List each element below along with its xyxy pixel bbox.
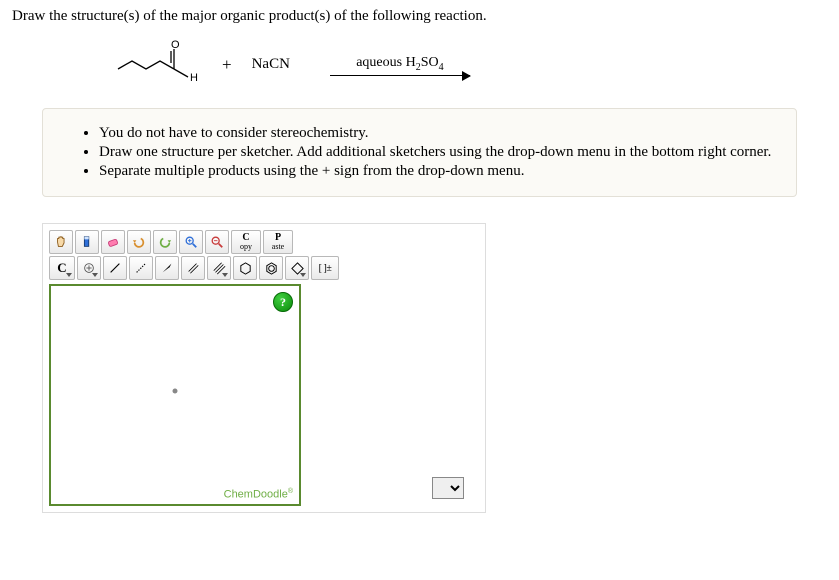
charge-button[interactable]: [ ]± [311,256,339,280]
question-text: Draw the structure(s) of the major organ… [12,8,827,25]
redo-icon[interactable] [153,230,177,254]
add-sketcher-dropdown[interactable] [432,477,464,499]
reagent-nacn: NaCN [252,56,290,73]
zoom-in-icon[interactable] [179,230,203,254]
chemdoodle-brand: ChemDoodle® [224,488,293,501]
double-bond-icon[interactable] [181,256,205,280]
copy-button[interactable]: C opy [231,230,261,254]
benzene-ring-icon[interactable] [233,256,257,280]
undo-icon[interactable] [127,230,151,254]
reaction-plus-sign: + [222,55,232,75]
canvas-start-dot [173,388,178,393]
eraser-tool-icon[interactable] [101,230,125,254]
note-item: Draw one structure per sketcher. Add add… [99,144,778,161]
ring-picker-icon[interactable] [285,256,309,280]
svg-text:H: H [190,72,198,84]
arrow-condition-label: aqueous H2SO4 [330,55,470,73]
reaction-row: O H + NaCN aqueous H2SO4 [12,39,827,90]
reaction-arrow: aqueous H2SO4 [330,53,470,76]
sketcher-panel: C opy P aste C [42,223,486,513]
element-picker-button[interactable]: C [49,256,75,280]
note-item: Separate multiple products using the + s… [99,163,778,180]
instruction-note-box: You do not have to consider stereochemis… [42,108,797,197]
sketcher-canvas[interactable]: ? ChemDoodle® [49,284,301,506]
cyclohexane-ring-icon[interactable] [259,256,283,280]
dotted-bond-icon[interactable] [129,256,153,280]
toolbar-row-1: C opy P aste [49,230,479,254]
marker-tool-icon[interactable] [75,230,99,254]
zoom-out-icon[interactable] [205,230,229,254]
single-bond-icon[interactable] [103,256,127,280]
reactant-aldehyde-structure: O H [112,39,202,90]
triple-bond-icon[interactable] [207,256,231,280]
toolbar-row-2: C [ ]± [49,256,479,280]
hand-tool-icon[interactable] [49,230,73,254]
svg-text:O: O [171,39,180,51]
add-atom-button[interactable] [77,256,101,280]
wedge-bond-icon[interactable] [155,256,179,280]
paste-button[interactable]: P aste [263,230,293,254]
help-icon[interactable]: ? [273,292,293,312]
note-item: You do not have to consider stereochemis… [99,125,778,142]
